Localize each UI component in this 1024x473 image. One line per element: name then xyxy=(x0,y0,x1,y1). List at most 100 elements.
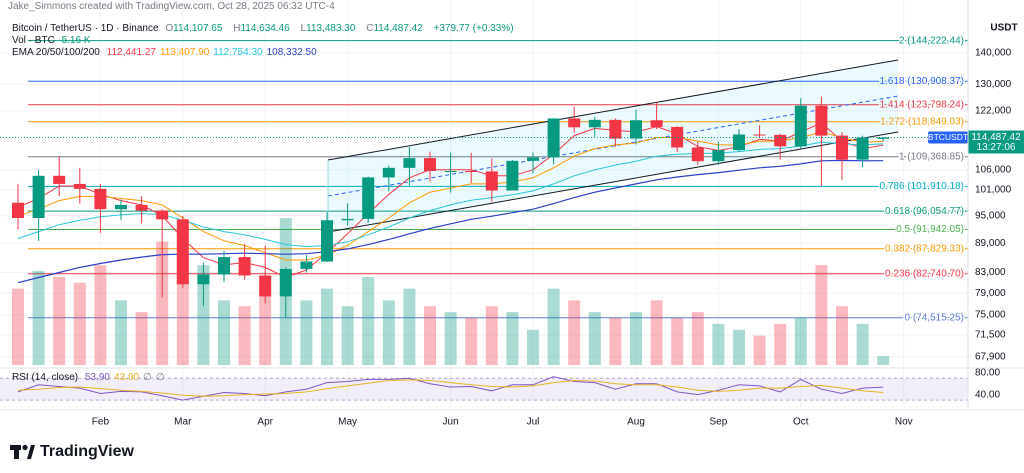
volume-bar xyxy=(444,312,457,365)
volume-bar xyxy=(115,300,127,365)
axis-layer: 140,000 130,000 122,000 106,000 101,000 95,00… xyxy=(0,48,1024,428)
logo-part xyxy=(10,445,21,450)
candle-body xyxy=(753,134,766,136)
candle-body xyxy=(238,257,251,276)
ohlc-low: L113,483.30 xyxy=(301,23,360,34)
volume-bar xyxy=(836,306,848,365)
candle-body xyxy=(444,171,457,173)
y-tick-label: 83,000 xyxy=(975,267,1006,278)
fib-label: 0.382 (87,829.33) xyxy=(885,243,964,254)
ema-name: EMA 20/50/100/200 xyxy=(12,47,100,58)
x-tick-label: Mar xyxy=(174,417,192,428)
candle-body xyxy=(691,147,704,162)
volume-bar xyxy=(877,356,890,365)
candle-body xyxy=(218,257,230,275)
candle-body xyxy=(12,202,24,219)
volume-bar xyxy=(300,300,313,365)
candle-body xyxy=(794,105,807,147)
ohlc-key: C xyxy=(366,23,374,34)
candle-body xyxy=(588,119,601,128)
candle-body xyxy=(630,120,642,139)
fib-label: 1.272 (118,849.03) xyxy=(880,116,964,127)
volume-bar xyxy=(753,335,766,365)
volume-legend: Vol · BTC 5.16 K xyxy=(12,35,95,47)
logo-part xyxy=(22,444,28,451)
x-tick-label: Sep xyxy=(710,417,728,428)
candle-body xyxy=(32,175,45,219)
ohlc-high: H114,634.46 xyxy=(233,23,294,34)
symbol-tag xyxy=(928,131,968,144)
volume-bar xyxy=(135,312,148,365)
volume-bar xyxy=(856,323,869,365)
y-tick-label: 130,000 xyxy=(975,79,1012,90)
candle-body xyxy=(527,157,539,161)
candle-body xyxy=(362,177,375,219)
ema-value: 112,441.27 xyxy=(106,47,156,58)
ema-value: 113,407.90 xyxy=(159,47,210,58)
volume-bar xyxy=(156,241,169,365)
volume-bar xyxy=(32,271,45,365)
y-tick-label: 95,000 xyxy=(975,210,1006,221)
candle-body xyxy=(424,158,436,172)
x-tick-label: Jun xyxy=(443,417,459,428)
candle-body xyxy=(135,204,148,211)
volume-bar xyxy=(588,312,601,365)
fib-label: 0.786 (101,910.18) xyxy=(879,181,964,192)
volume-bar xyxy=(794,318,807,365)
x-tick-label: Aug xyxy=(627,417,645,428)
volume-bar xyxy=(197,265,210,365)
rsi-line xyxy=(17,376,884,401)
volume-bar xyxy=(424,306,436,365)
candle-body xyxy=(506,160,519,191)
volume-bar xyxy=(259,294,272,365)
candle-body xyxy=(856,137,869,160)
rsi-value: ∅ xyxy=(155,372,165,383)
volume-name: Vol · BTC xyxy=(12,35,55,46)
volume-bar xyxy=(527,329,539,365)
ohlc-value: 113,483.30 xyxy=(306,23,356,34)
volume-bar xyxy=(362,276,375,365)
fib-label: 1 (109,368.85) xyxy=(899,151,964,162)
symbol: Bitcoin / TetherUS · 1D · Binance xyxy=(12,23,159,34)
ema-value: 108,332.50 xyxy=(266,47,317,58)
ohlc-close: C114,487.42 xyxy=(366,23,427,34)
volume-bar xyxy=(568,300,581,365)
y-tick-label: 40.00 xyxy=(975,389,1000,400)
ohlc-value: 114,107.65 xyxy=(173,23,223,34)
y-tick-label: 89,000 xyxy=(975,238,1006,249)
candle-body xyxy=(382,167,395,178)
volume-bar xyxy=(403,288,416,365)
brand: TradingView xyxy=(40,443,135,460)
volume-bar xyxy=(341,306,354,365)
channel-lower xyxy=(327,131,899,233)
volume-bar xyxy=(609,318,622,365)
grid-layer xyxy=(0,0,968,410)
candle-layer xyxy=(12,96,890,318)
x-tick-label: Nov xyxy=(895,417,913,428)
logo-part xyxy=(27,445,35,459)
y-tick-label: 79,000 xyxy=(975,288,1006,299)
fib-label: 1.414 (123,798.24) xyxy=(879,99,964,110)
ema-legend: EMA 20/50/100/200 112,441.27 113,407.90 11… xyxy=(12,47,321,59)
volume-bar xyxy=(321,288,333,365)
candle-body xyxy=(279,268,292,297)
channel-upper xyxy=(327,59,899,161)
rsi-layer: 80.00 40.00 xyxy=(0,367,1000,401)
candle-body xyxy=(650,120,663,127)
author: Jake_Simmons created with TradingView.co… xyxy=(8,1,335,12)
volume-bar xyxy=(73,282,86,365)
x-tick-label: Apr xyxy=(257,417,273,428)
candle-body xyxy=(176,219,189,285)
candle-body xyxy=(547,118,560,158)
y-tick-label: 75,000 xyxy=(975,310,1006,321)
fib-label: 1.618 (130,908.37) xyxy=(879,76,964,87)
volume-bar xyxy=(12,288,24,365)
candle-body xyxy=(815,105,828,136)
channel-mid xyxy=(327,95,899,197)
y-tick-label: 71,500 xyxy=(975,330,1006,341)
ohlc-key: O xyxy=(165,23,174,34)
volume-bar xyxy=(238,306,251,365)
fib-label: 0.236 (82,740.70) xyxy=(885,268,964,279)
